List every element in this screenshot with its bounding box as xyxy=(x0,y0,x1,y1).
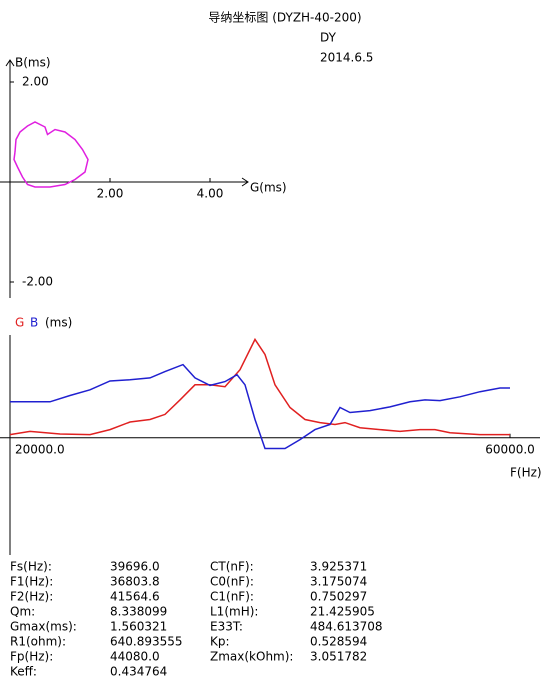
param-label: R1(ohm): xyxy=(10,635,66,649)
param-label: E33T: xyxy=(210,620,243,634)
param-value: 3.051782 xyxy=(310,650,367,664)
x-axis-arrow xyxy=(241,177,249,187)
param-value: 0.750297 xyxy=(310,590,367,604)
param-label: Kp: xyxy=(210,635,230,649)
legend-entry: B xyxy=(30,316,38,330)
param-label: F1(Hz): xyxy=(10,575,53,589)
y-axis-label: (ms) xyxy=(45,316,72,330)
param-label: F2(Hz): xyxy=(10,590,53,604)
data-line xyxy=(13,121,89,188)
param-label: Zmax(kOhm): xyxy=(210,650,293,664)
param-value: 41564.6 xyxy=(110,590,160,604)
date: 2014.6.5 xyxy=(320,51,373,65)
param-label: C0(nF): xyxy=(210,575,254,589)
x-tick-label: 2.00 xyxy=(97,187,124,201)
param-label: Gmax(ms): xyxy=(10,620,77,634)
param-value: 39696.0 xyxy=(110,560,160,574)
param-value: 8.338099 xyxy=(110,605,167,619)
x-tick-label: 20000.0 xyxy=(15,442,65,456)
data-line xyxy=(9,337,510,436)
param-label: C1(nF): xyxy=(210,590,254,604)
param-label: CT(nF): xyxy=(210,560,254,574)
x-tick-label: 4.00 xyxy=(197,187,224,201)
param-value: 1.560321 xyxy=(110,620,167,634)
param-value: 0.434764 xyxy=(110,665,167,679)
x-tick-label: 60000.0 xyxy=(485,442,535,456)
param-value: 44080.0 xyxy=(110,650,160,664)
title: 导纳坐标图 (DYZH-40-200) xyxy=(208,11,361,25)
param-value: 640.893555 xyxy=(110,635,183,649)
param-label: Fs(Hz): xyxy=(10,560,52,574)
param-value: 0.528594 xyxy=(310,635,367,649)
data-line xyxy=(10,363,510,450)
param-value: 3.175074 xyxy=(310,575,367,589)
operator: DY xyxy=(320,31,337,45)
param-value: 36803.8 xyxy=(110,575,160,589)
param-value: 3.925371 xyxy=(310,560,367,574)
param-label: Qm: xyxy=(10,605,35,619)
param-value: 484.613708 xyxy=(310,620,383,634)
y-axis-label: B(ms) xyxy=(15,56,51,70)
y-tick-label: -2.00 xyxy=(22,275,53,289)
param-label: Keff: xyxy=(10,665,37,679)
y-tick-label: 2.00 xyxy=(22,75,49,89)
x-axis-label: G(ms) xyxy=(250,181,287,195)
y-axis-arrow xyxy=(5,59,15,67)
param-label: Fp(Hz): xyxy=(10,650,53,664)
param-value: 21.425905 xyxy=(310,605,375,619)
legend-entry: G xyxy=(15,316,24,330)
param-label: L1(mH): xyxy=(210,605,258,619)
x-axis-label: F(Hz) xyxy=(510,466,542,480)
